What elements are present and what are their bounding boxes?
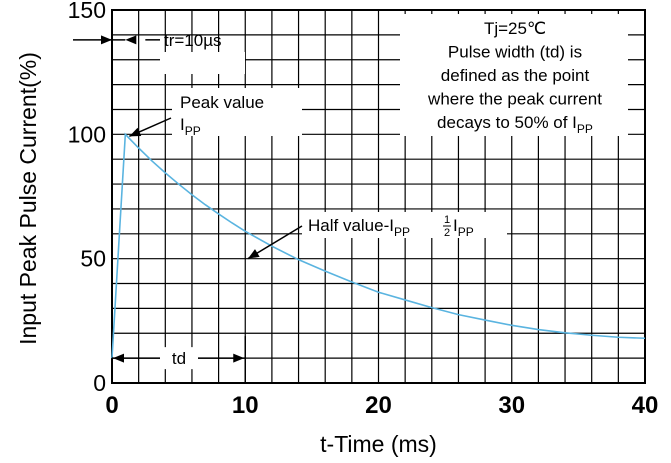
annotations: Tj=25℃ Pulse width (td) is defined as the … (73, 14, 628, 383)
x-tick-label: 0 (105, 392, 118, 419)
note-line: decays to 50% of IPP (437, 113, 593, 136)
peak-arrow (129, 127, 142, 137)
td-arrow-left (113, 353, 124, 363)
td-label-box (160, 347, 198, 370)
half-value-label: Half value-IPP (308, 216, 410, 239)
half-fraction-numerator: 1 (444, 214, 450, 226)
rise-time-label: tr=10µs (164, 31, 222, 50)
x-tick-label: 30 (498, 392, 525, 419)
y-tick-label: 0 (93, 370, 106, 396)
x-tick-label: 40 (632, 392, 659, 419)
td-label: td (172, 349, 186, 368)
peak-value-label: Peak value (180, 93, 264, 112)
x-axis-label: t-Time (ms) (320, 431, 437, 457)
tick-labels: 0 10 20 30 40 0 50 100 150 (68, 0, 659, 419)
peak-symbol-label: IPP (180, 115, 201, 138)
half-arrow (247, 249, 260, 259)
y-axis-label: Input Peak Pulse Current(%) (15, 52, 41, 345)
plot-frame (111, 9, 646, 384)
half-fraction-symbol: IPP (453, 216, 474, 239)
note-line: Pulse width (td) is (448, 43, 582, 62)
y-tick-label: 50 (80, 246, 106, 272)
y-tick-label: 150 (68, 0, 106, 23)
x-tick-label: 20 (365, 392, 392, 419)
note-line: defined as the point (441, 66, 590, 85)
note-line: where the peak current (427, 90, 602, 109)
td-arrow-right (233, 353, 245, 363)
rise-arrow-left (101, 35, 112, 45)
note-box (400, 14, 628, 136)
half-fraction-denominator: 2 (444, 227, 450, 239)
series-line (111, 132, 646, 359)
peak-label-box (172, 88, 302, 136)
rise-arrow-right (125, 35, 137, 45)
note-line: Tj=25℃ (484, 19, 546, 38)
half-label-box (302, 212, 507, 238)
curve-layer (111, 132, 646, 359)
y-tick-label: 100 (68, 121, 106, 147)
x-tick-label: 10 (232, 392, 259, 419)
rise-label-box (160, 52, 245, 74)
